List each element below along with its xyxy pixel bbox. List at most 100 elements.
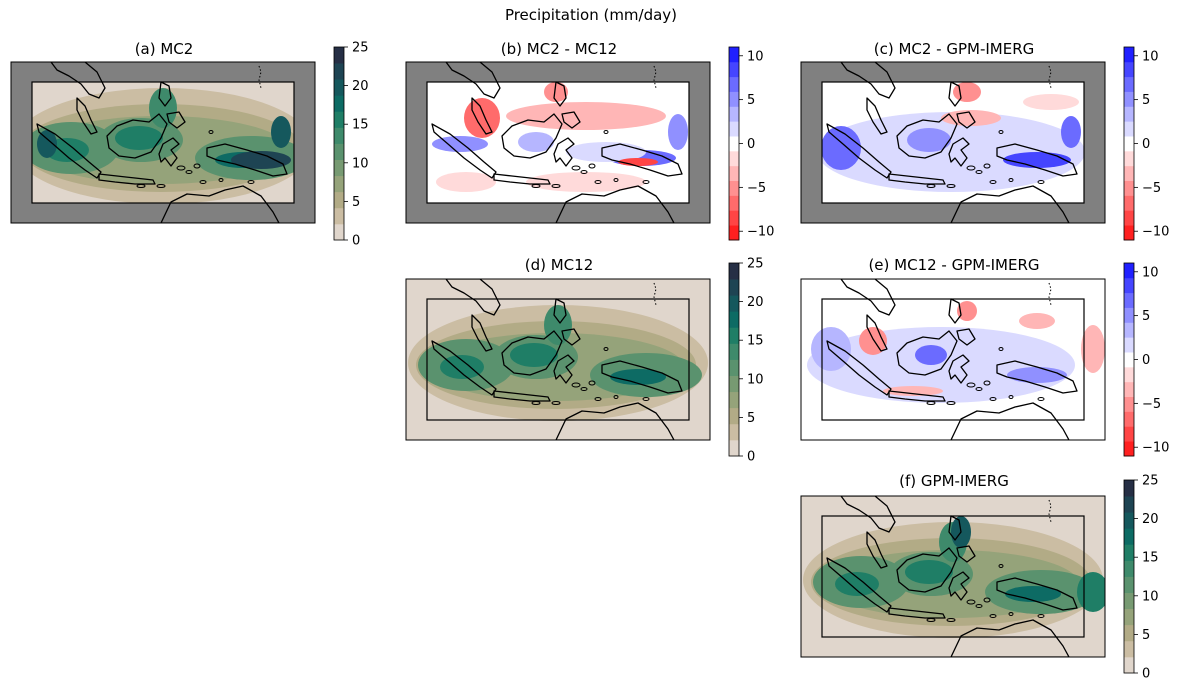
colorbar-tick-label: 0 (352, 234, 360, 249)
coastline-newguinea (601, 143, 683, 177)
colorbar-swatch (729, 150, 739, 167)
colorbar-tick-label: −5 (747, 181, 766, 196)
colorbar-swatch (729, 210, 739, 226)
coastline-australia (555, 185, 675, 223)
colorbar-swatch (1124, 61, 1134, 78)
colorbar-tick-label: 15 (747, 334, 764, 349)
coastline-mindanao (561, 111, 581, 129)
negative-anomaly (1019, 313, 1055, 329)
rain-core (835, 572, 879, 596)
coastline-pacific-isles (1048, 65, 1052, 89)
negative-anomaly (1023, 94, 1079, 110)
coastline-australia (950, 185, 1070, 223)
coastline-australia (950, 402, 1070, 440)
coastline-mindanao (956, 328, 976, 346)
coastline-island (989, 397, 997, 401)
coastline-island (594, 180, 602, 184)
coastline-borneo (896, 330, 958, 376)
coastline-australia (555, 402, 675, 440)
coastline-island (926, 184, 936, 188)
coastline-island (946, 401, 956, 405)
panel-b-title: (b) MC2 - MC12 (500, 40, 618, 58)
negative-anomaly (957, 301, 977, 321)
rain-core (231, 151, 291, 169)
positive-anomaly (1061, 116, 1081, 148)
coastline-island (551, 401, 561, 405)
rain-core (440, 355, 484, 379)
colorbar-frame (333, 46, 345, 241)
colorbar-tick-label: −10 (747, 225, 774, 240)
coastline-indochina (50, 62, 106, 99)
colorbar-tick-label: 5 (1142, 628, 1150, 643)
colorbar-swatch (729, 121, 739, 137)
coastline-island (998, 347, 1004, 351)
colorbar-swatch (334, 143, 344, 160)
coastline-indochina (445, 279, 501, 316)
colorbar-swatch (1124, 608, 1134, 626)
map-frame (800, 495, 1106, 658)
colorbar-swatch (1124, 352, 1134, 368)
colorbar-swatch (729, 61, 739, 78)
positive-anomaly (1007, 367, 1067, 383)
colorbar-swatch (1124, 381, 1134, 398)
colorbar-swatch (1124, 592, 1134, 610)
colorbar-tick-label: 0 (747, 450, 755, 465)
colorbar-swatch (729, 106, 739, 122)
colorbar-swatch (1124, 150, 1134, 167)
outside-domain-mask (801, 62, 1105, 223)
map-panel-f (801, 496, 1105, 657)
colorbar-swatch (1124, 528, 1134, 545)
colorbar-tick-label: 10 (747, 49, 764, 64)
inner-domain-box (426, 81, 690, 204)
colorbar-swatch (1124, 277, 1134, 294)
coastline-luzon (553, 298, 567, 324)
colorbar-swatch (334, 191, 344, 209)
positive-anomaly (821, 126, 861, 170)
colorbar-swatch (1124, 263, 1134, 279)
colorbar-swatch (334, 95, 344, 112)
colorbar-tick-label: 15 (1142, 551, 1159, 566)
negative-anomaly (506, 102, 666, 130)
negative-anomaly (941, 110, 1001, 126)
colorbar-swatch (729, 295, 739, 312)
colorbar-tick-label: 20 (747, 295, 764, 310)
coastline-island (551, 184, 561, 188)
coastline-malaya (866, 97, 888, 135)
coastline-mindanao (956, 545, 976, 563)
coastline-borneo (501, 113, 563, 159)
positive-anomaly (668, 114, 688, 150)
coastline-sumatra (826, 557, 892, 613)
coastline-malaya (76, 97, 98, 135)
colorbar-swatch (1124, 624, 1134, 642)
positive-anomaly (518, 132, 554, 152)
colorbar-0: 0 5 10 15 20 25 (333, 41, 369, 249)
figure-suptitle: Precipitation (mm/day) (504, 6, 678, 24)
coastline-pacific-isles (653, 65, 657, 89)
negative-anomaly (883, 386, 943, 396)
map-panel-b (406, 62, 710, 223)
outside-domain-mask (406, 62, 710, 223)
colorbar-swatch (1124, 76, 1134, 92)
colorbar-swatch (1124, 411, 1134, 427)
colorbar-swatch (334, 79, 344, 96)
coastline-sulawesi (553, 354, 575, 384)
colorbar-swatch (334, 127, 344, 144)
coastline-pacific-isles (653, 282, 657, 306)
coastline-newguinea (601, 360, 683, 394)
coastline-java (888, 607, 946, 619)
coastline-island (926, 618, 936, 622)
inner-domain-box (426, 298, 690, 421)
colorbar-swatch (1124, 576, 1134, 593)
colorbar-swatch (1124, 496, 1134, 513)
rain-core (905, 560, 953, 584)
positive-anomaly (811, 327, 851, 371)
coastline-newguinea (996, 143, 1078, 177)
outside-domain-mask (11, 62, 315, 223)
coastline-indochina (840, 279, 896, 316)
rain-core (271, 116, 291, 148)
inner-domain-box (821, 298, 1085, 421)
coastline-island (156, 184, 166, 188)
coastline-island (571, 165, 581, 171)
coastline-malaya (471, 97, 493, 135)
